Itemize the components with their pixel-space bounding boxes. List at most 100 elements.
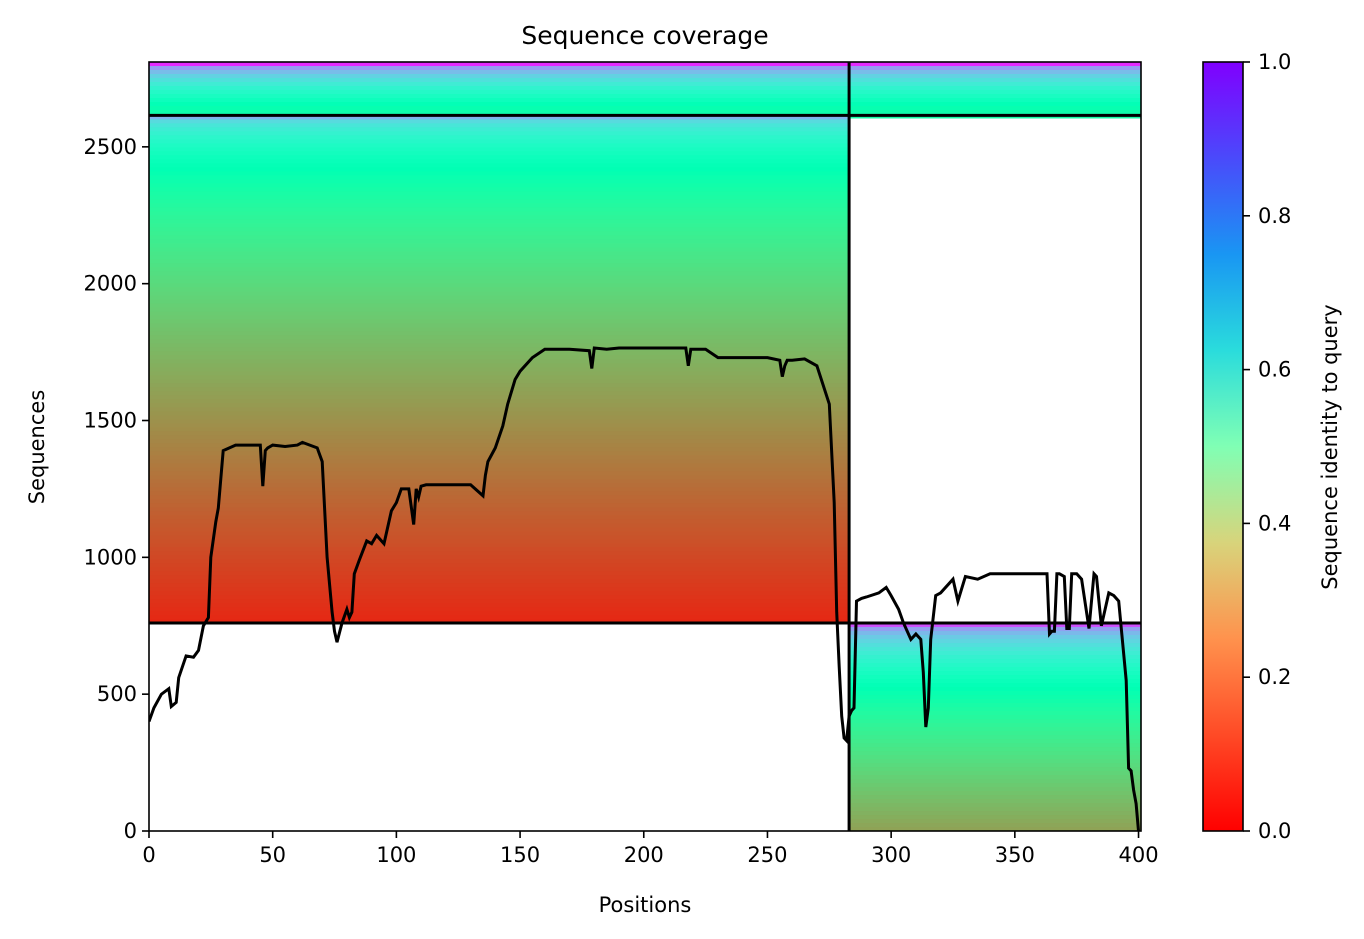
y-tick-label: 500 <box>97 682 137 706</box>
heatmap-band-chain-A-unpaired <box>149 167 850 172</box>
heatmap-band-chain-A-unpaired <box>149 447 850 452</box>
heatmap-band-chain-A-unpaired <box>149 491 850 496</box>
heatmap-band-chain-A-unpaired <box>149 295 850 300</box>
heatmap-band-chain-A-unpaired <box>149 419 850 424</box>
heatmap-band-chain-B-unpaired <box>849 675 1141 680</box>
heatmap-band-paired <box>149 106 1141 111</box>
heatmap-band-chain-A-unpaired <box>149 599 850 604</box>
heatmap-band-chain-A-unpaired <box>149 515 850 520</box>
heatmap-band-chain-B-unpaired <box>849 803 1141 808</box>
heatmap-band-chain-A-unpaired <box>149 427 850 432</box>
heatmap-band-chain-A-unpaired <box>149 547 850 552</box>
heatmap-band-chain-A-unpaired <box>149 387 850 392</box>
heatmap-band-chain-A-unpaired <box>149 251 850 256</box>
heatmap-band-chain-A-unpaired <box>149 127 850 132</box>
heatmap-band-chain-B-unpaired <box>849 767 1141 772</box>
heatmap-band-chain-B-unpaired <box>849 775 1141 780</box>
heatmap-band-chain-A-unpaired <box>149 343 850 348</box>
x-tick-label: 300 <box>871 843 911 867</box>
heatmap-band-chain-A-unpaired <box>149 183 850 188</box>
heatmap-band-chain-A-unpaired <box>149 467 850 472</box>
heatmap-band-chain-B-unpaired <box>849 811 1141 816</box>
heatmap-band-chain-A-unpaired <box>149 299 850 304</box>
heatmap-band-chain-B-unpaired <box>849 711 1141 716</box>
y-axis-title: Sequences <box>25 390 49 505</box>
heatmap-band-chain-A-unpaired <box>149 315 850 320</box>
heatmap-band-chain-B-unpaired <box>849 671 1141 676</box>
heatmap-band-chain-A-unpaired <box>149 283 850 288</box>
heatmap-band-chain-A-unpaired <box>149 179 850 184</box>
heatmap-band-chain-A-unpaired <box>149 363 850 368</box>
colorbar-tick-label: 0.4 <box>1258 511 1291 535</box>
heatmap-band-chain-A-unpaired <box>149 571 850 576</box>
x-tick-label: 0 <box>142 843 155 867</box>
heatmap-band-paired <box>149 82 1141 87</box>
chart-title: Sequence coverage <box>521 21 768 50</box>
heatmap-band-chain-A-unpaired <box>149 511 850 516</box>
heatmap-band-chain-B-unpaired <box>849 739 1141 744</box>
heatmap-band-paired <box>149 78 1141 83</box>
heatmap-band-chain-B-unpaired <box>849 759 1141 764</box>
heatmap-band-chain-B-unpaired <box>849 723 1141 728</box>
heatmap-band-chain-A-unpaired <box>149 271 850 276</box>
colorbar-title: Sequence identity to query <box>1318 304 1342 589</box>
heatmap-band-chain-A-unpaired <box>149 563 850 568</box>
heatmap-band-chain-A-unpaired <box>149 351 850 356</box>
heatmap-band-chain-A-unpaired <box>149 423 850 428</box>
heatmap-band-chain-A-unpaired <box>149 579 850 584</box>
heatmap-band-chain-A-unpaired <box>149 203 850 208</box>
heatmap-band-chain-A-unpaired <box>149 391 850 396</box>
heatmap-band-chain-B-unpaired <box>849 703 1141 708</box>
heatmap-band-chain-A-unpaired <box>149 415 850 420</box>
heatmap-band-chain-A-unpaired <box>149 507 850 512</box>
heatmap-band-chain-B-unpaired <box>849 639 1141 644</box>
heatmap-band-chain-B-unpaired <box>849 627 1141 632</box>
x-axis-title: Positions <box>599 893 692 917</box>
heatmap-band-chain-A-unpaired <box>149 499 850 504</box>
heatmap-band-chain-B-unpaired <box>849 779 1141 784</box>
heatmap-band-chain-B-unpaired <box>849 643 1141 648</box>
heatmap-band-chain-A-unpaired <box>149 559 850 564</box>
heatmap-band-chain-A-unpaired <box>149 135 850 140</box>
heatmap-band-chain-A-unpaired <box>149 439 850 444</box>
heatmap-band-chain-B-unpaired <box>849 667 1141 672</box>
x-tick-label: 400 <box>1118 843 1158 867</box>
heatmap-band-chain-B-unpaired <box>849 715 1141 720</box>
heatmap-band-paired <box>149 98 1141 103</box>
y-tick-label: 1000 <box>84 545 137 569</box>
heatmap-band-chain-A-unpaired <box>149 155 850 160</box>
heatmap-band-chain-A-unpaired <box>149 379 850 384</box>
heatmap-band-chain-A-unpaired <box>149 543 850 548</box>
heatmap-band-chain-A-unpaired <box>149 319 850 324</box>
heatmap-band-chain-B-unpaired <box>849 651 1141 656</box>
heatmap-band-chain-A-unpaired <box>149 231 850 236</box>
heatmap-band-chain-A-unpaired <box>149 443 850 448</box>
heatmap-band-chain-A-unpaired <box>149 227 850 232</box>
y-tick-label: 2000 <box>84 272 137 296</box>
heatmap-band-chain-A-unpaired <box>149 267 850 272</box>
heatmap-band-chain-B-unpaired <box>849 687 1141 692</box>
heatmap-band-chain-A-unpaired <box>149 451 850 456</box>
heatmap-band-chain-B-unpaired <box>849 799 1141 804</box>
heatmap-band-chain-A-unpaired <box>149 475 850 480</box>
heatmap-band-chain-A-unpaired <box>149 583 850 588</box>
heatmap-band-chain-A-unpaired <box>149 303 850 308</box>
heatmap-band-chain-A-unpaired <box>149 327 850 332</box>
heatmap-band-chain-A-unpaired <box>149 159 850 164</box>
heatmap-band-chain-A-unpaired <box>149 411 850 416</box>
heatmap-band-chain-B-unpaired <box>849 827 1141 831</box>
heatmap-band-chain-A-unpaired <box>149 199 850 204</box>
heatmap-band-chain-A-unpaired <box>149 459 850 464</box>
heatmap-band-chain-A-unpaired <box>149 279 850 284</box>
heatmap-band-chain-A-unpaired <box>149 119 850 124</box>
heatmap-band-chain-A-unpaired <box>149 171 850 176</box>
heatmap-band-chain-B-unpaired <box>849 727 1141 732</box>
colorbar <box>1202 61 1244 832</box>
heatmap-band-chain-A-unpaired <box>149 339 850 344</box>
heatmap-band-chain-B-unpaired <box>849 663 1141 668</box>
heatmap-band-chain-A-unpaired <box>149 151 850 156</box>
heatmap-blocks <box>149 62 1141 831</box>
heatmap-band-paired <box>149 74 1141 79</box>
heatmap-band-chain-A-unpaired <box>149 239 850 244</box>
heatmap-band-chain-A-unpaired <box>149 607 850 612</box>
